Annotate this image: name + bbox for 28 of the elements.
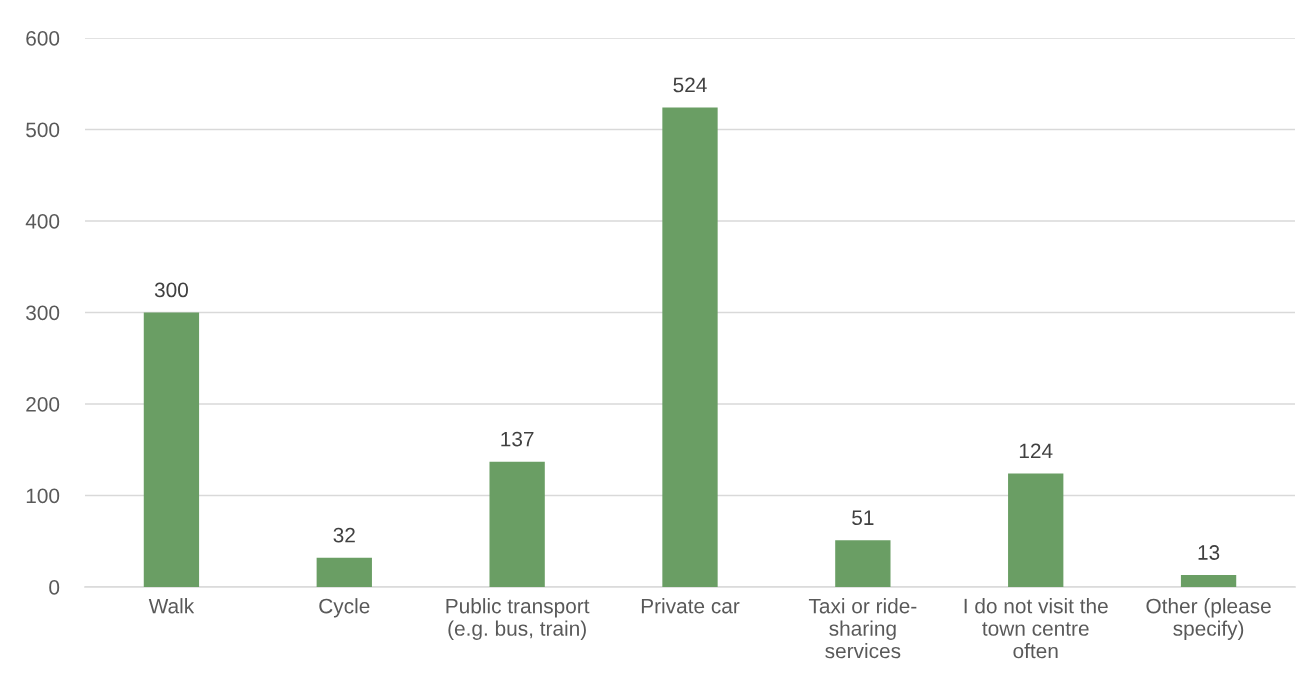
x-tick-label: Private car xyxy=(641,598,740,614)
y-tick-label: 200 xyxy=(26,397,60,412)
bar xyxy=(835,540,891,587)
bar xyxy=(316,557,372,587)
data-label: 524 xyxy=(673,77,707,93)
x-tick-label: Taxi or ride- sharing services xyxy=(808,598,917,659)
bar xyxy=(1180,575,1237,587)
data-label: 51 xyxy=(852,510,874,526)
y-tick-label: 100 xyxy=(26,488,60,504)
data-label: 13 xyxy=(1198,545,1220,560)
y-tick-label: 400 xyxy=(25,214,60,229)
data-label: 137 xyxy=(501,431,534,447)
x-tick-label: I do not visit the town centre often xyxy=(964,598,1108,659)
y-tick-label: 500 xyxy=(26,122,60,138)
x-tick-label: Walk xyxy=(148,598,195,614)
bar xyxy=(1008,473,1064,587)
y-tick-label: 0 xyxy=(49,580,60,595)
y-tick-label: 600 xyxy=(26,31,60,46)
data-label: 300 xyxy=(154,282,188,298)
bar xyxy=(662,107,718,587)
data-label: 32 xyxy=(333,527,355,543)
x-tick-label: Cycle xyxy=(319,598,370,618)
bar xyxy=(143,312,200,587)
x-tick-label: Public transport (e.g. bus, train) xyxy=(446,598,590,640)
y-tick-label: 300 xyxy=(26,305,60,321)
bar xyxy=(489,461,545,587)
x-tick-label: Other (please specify) xyxy=(1146,598,1271,640)
data-label: 124 xyxy=(1019,443,1053,459)
